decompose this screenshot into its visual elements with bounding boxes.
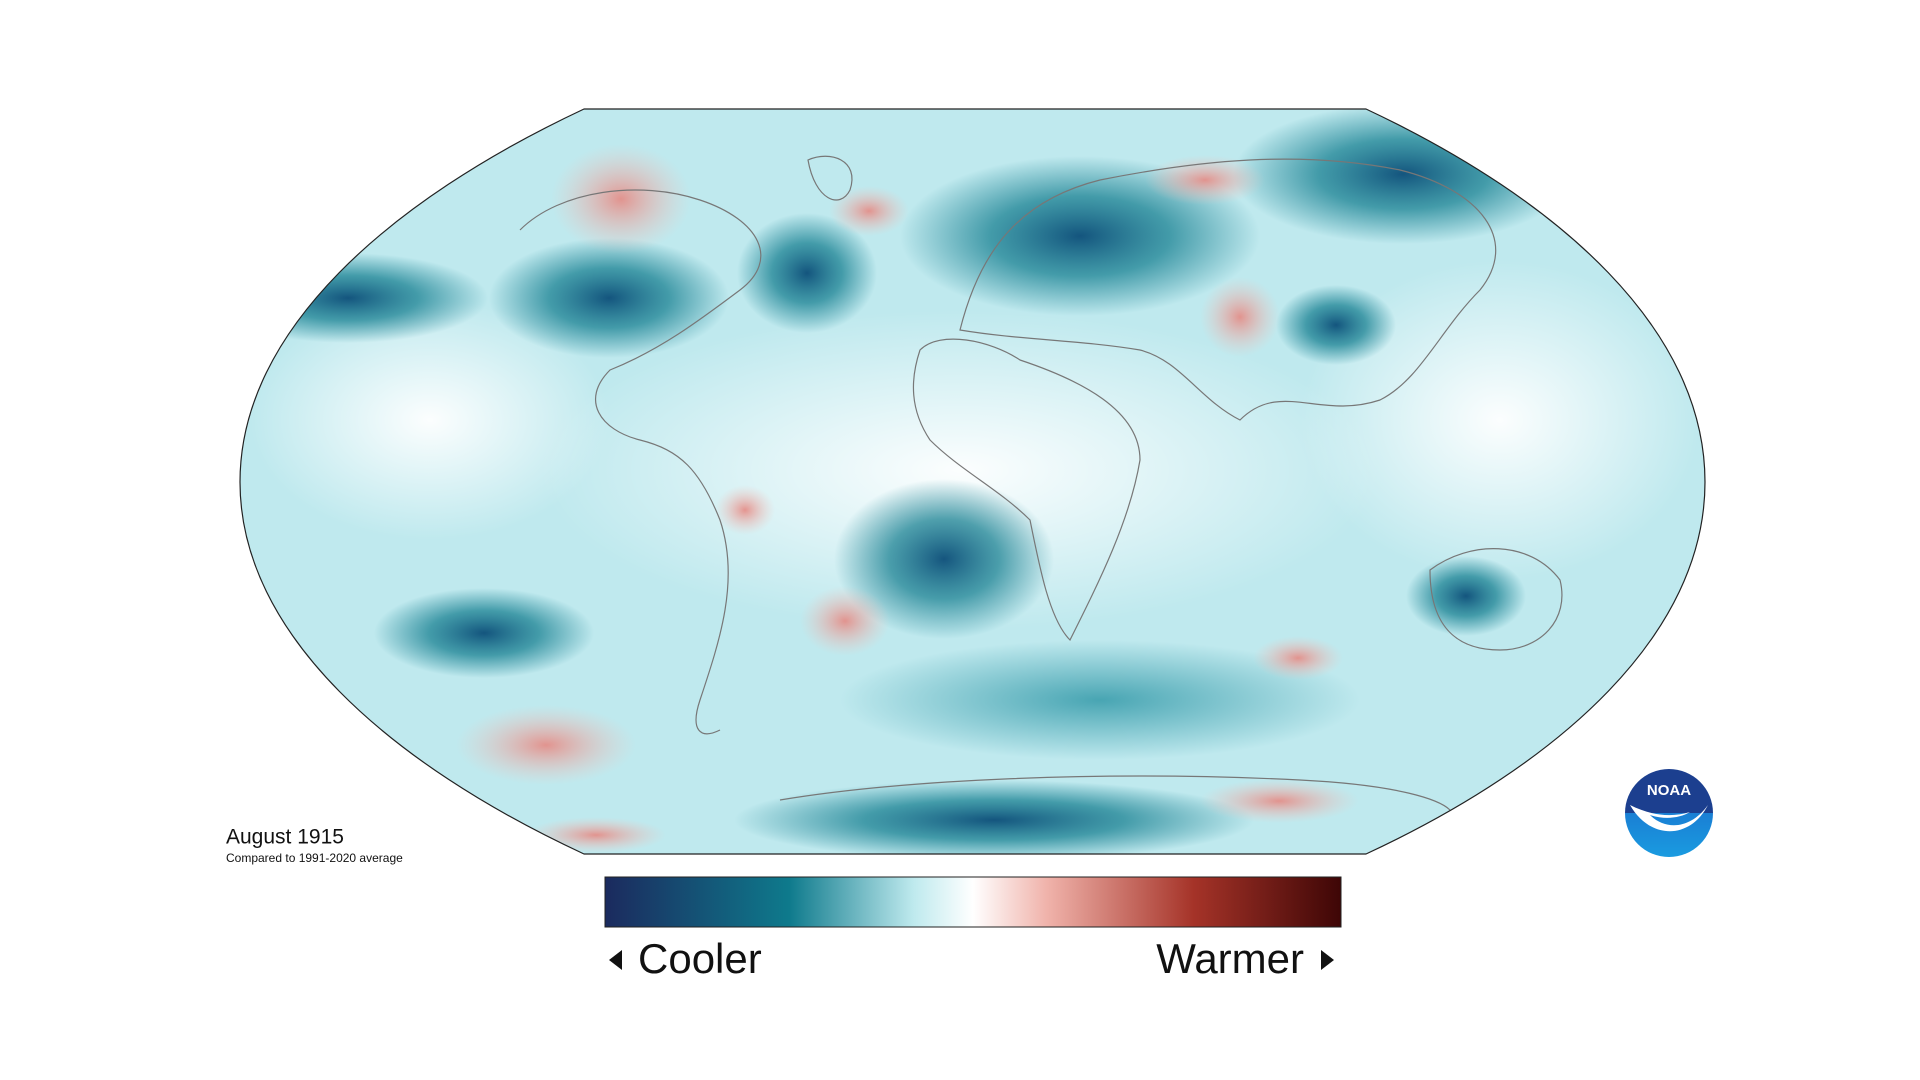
neutral-area: [540, 310, 1380, 630]
warm-area: [1145, 155, 1265, 205]
warm-area: [1199, 779, 1359, 823]
warm-area: [829, 186, 909, 236]
cool-area: [734, 780, 1254, 854]
coastlines: [519, 155, 1563, 811]
cool-area: [737, 213, 877, 333]
legend-high-label: Warmer: [1156, 935, 1304, 982]
cool-area: [489, 238, 729, 358]
warm-area: [526, 817, 666, 853]
eurasia-outline: [959, 158, 1497, 421]
cool-area: [1406, 556, 1526, 636]
cool-area: [1276, 285, 1396, 365]
americas-outline: [519, 189, 762, 735]
neutral-area: [1300, 260, 1700, 580]
logo-bird: [1630, 805, 1708, 832]
warm-area: [715, 485, 775, 535]
cool-area: [1233, 109, 1573, 244]
cool-area: [834, 479, 1054, 639]
greenland-outline: [807, 155, 853, 201]
warm-area: [1200, 277, 1280, 357]
anomaly-field: [240, 109, 1705, 854]
noaa-logo: NOAA: [1625, 769, 1713, 857]
cool-area: [374, 588, 594, 678]
map-subtitle: Compared to 1991-2020 average: [226, 851, 403, 865]
map-border: [239, 108, 1706, 855]
neutral-area: [250, 300, 610, 540]
warm-area: [551, 144, 691, 254]
color-scale: [604, 876, 1342, 928]
antarctica-outline: [779, 775, 1451, 811]
warm-area: [800, 586, 890, 656]
legend-low-label: Cooler: [638, 935, 762, 982]
africa-outline: [912, 338, 1141, 642]
warm-area: [1253, 636, 1343, 680]
cool-area: [240, 253, 488, 343]
australia-outline: [1429, 548, 1563, 651]
map-title: August 1915: [226, 826, 344, 849]
cool-area: [840, 640, 1360, 760]
logo-text: NOAA: [1647, 782, 1691, 799]
logo-circle: [1625, 769, 1713, 857]
warm-area: [456, 705, 636, 785]
left-arrow: [609, 950, 622, 970]
right-arrow: [1321, 950, 1334, 970]
